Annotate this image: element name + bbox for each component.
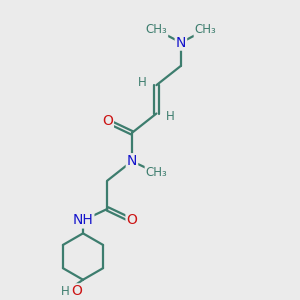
Text: CH₃: CH₃ <box>146 23 167 36</box>
Text: O: O <box>102 114 113 128</box>
Text: CH₃: CH₃ <box>146 166 167 179</box>
Text: N: N <box>176 36 186 50</box>
Text: H: H <box>166 110 175 123</box>
Text: O: O <box>127 214 137 227</box>
Text: NH: NH <box>73 214 93 227</box>
Text: N: N <box>127 154 137 168</box>
Text: CH₃: CH₃ <box>194 23 216 36</box>
Text: H: H <box>61 285 69 298</box>
Text: O: O <box>71 284 82 298</box>
Text: H: H <box>138 76 147 89</box>
